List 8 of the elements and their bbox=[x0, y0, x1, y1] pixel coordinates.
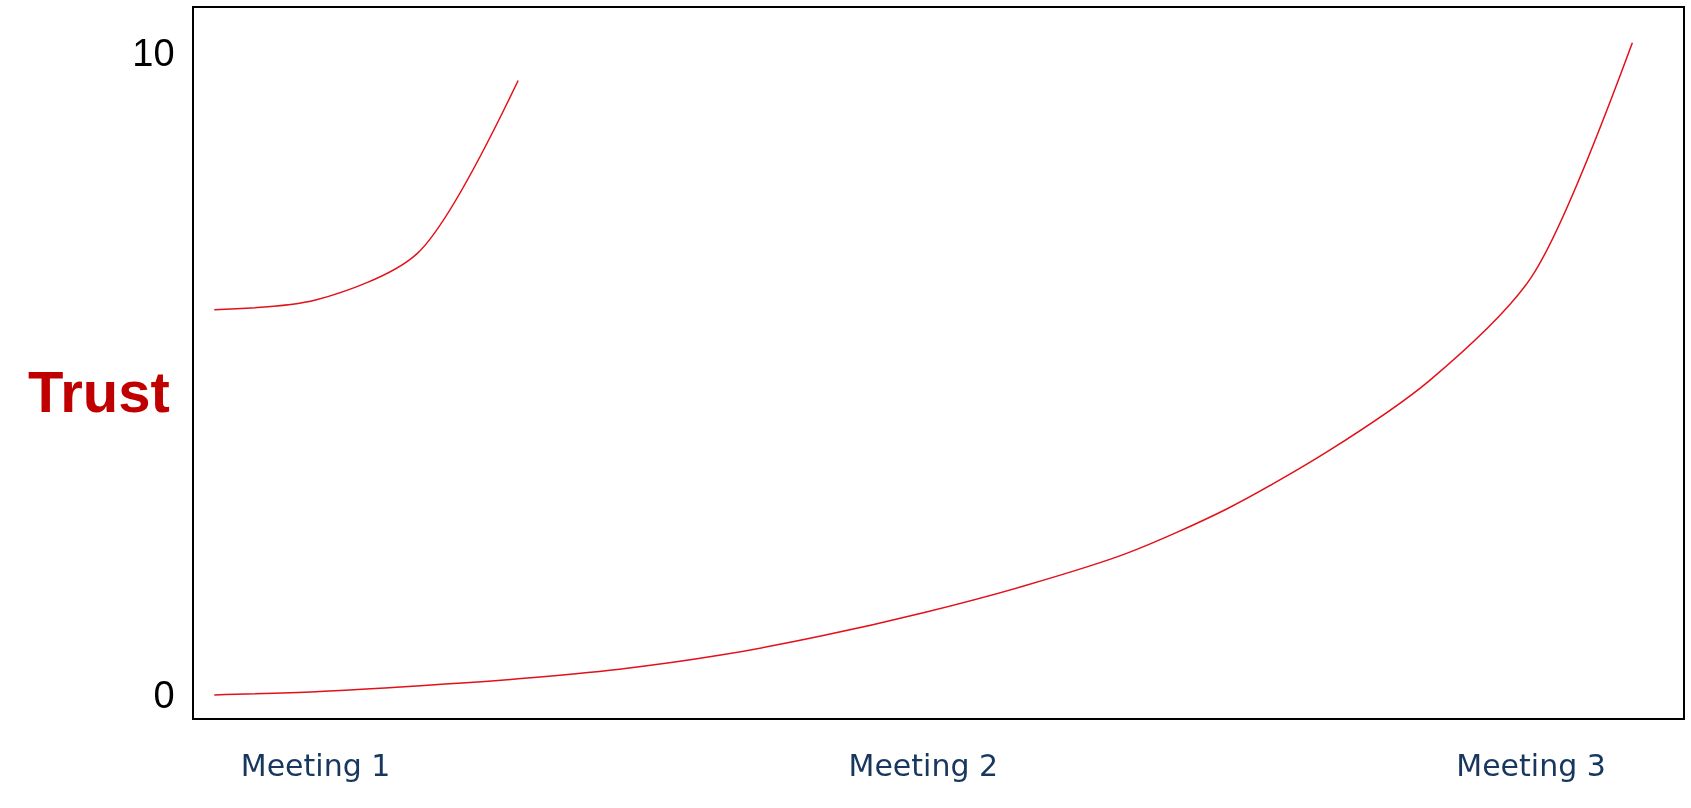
y-tick-label: 0 bbox=[153, 674, 175, 717]
line-series bbox=[213, 79, 519, 311]
line-series bbox=[213, 41, 1634, 696]
y-axis-title: Trust bbox=[28, 359, 170, 424]
x-tick-label: Meeting 1 bbox=[240, 747, 391, 783]
y-tick-label: 10 bbox=[132, 32, 175, 75]
x-tick-label: Meeting 3 bbox=[1456, 747, 1606, 783]
x-tick-label: Meeting 2 bbox=[848, 747, 999, 783]
